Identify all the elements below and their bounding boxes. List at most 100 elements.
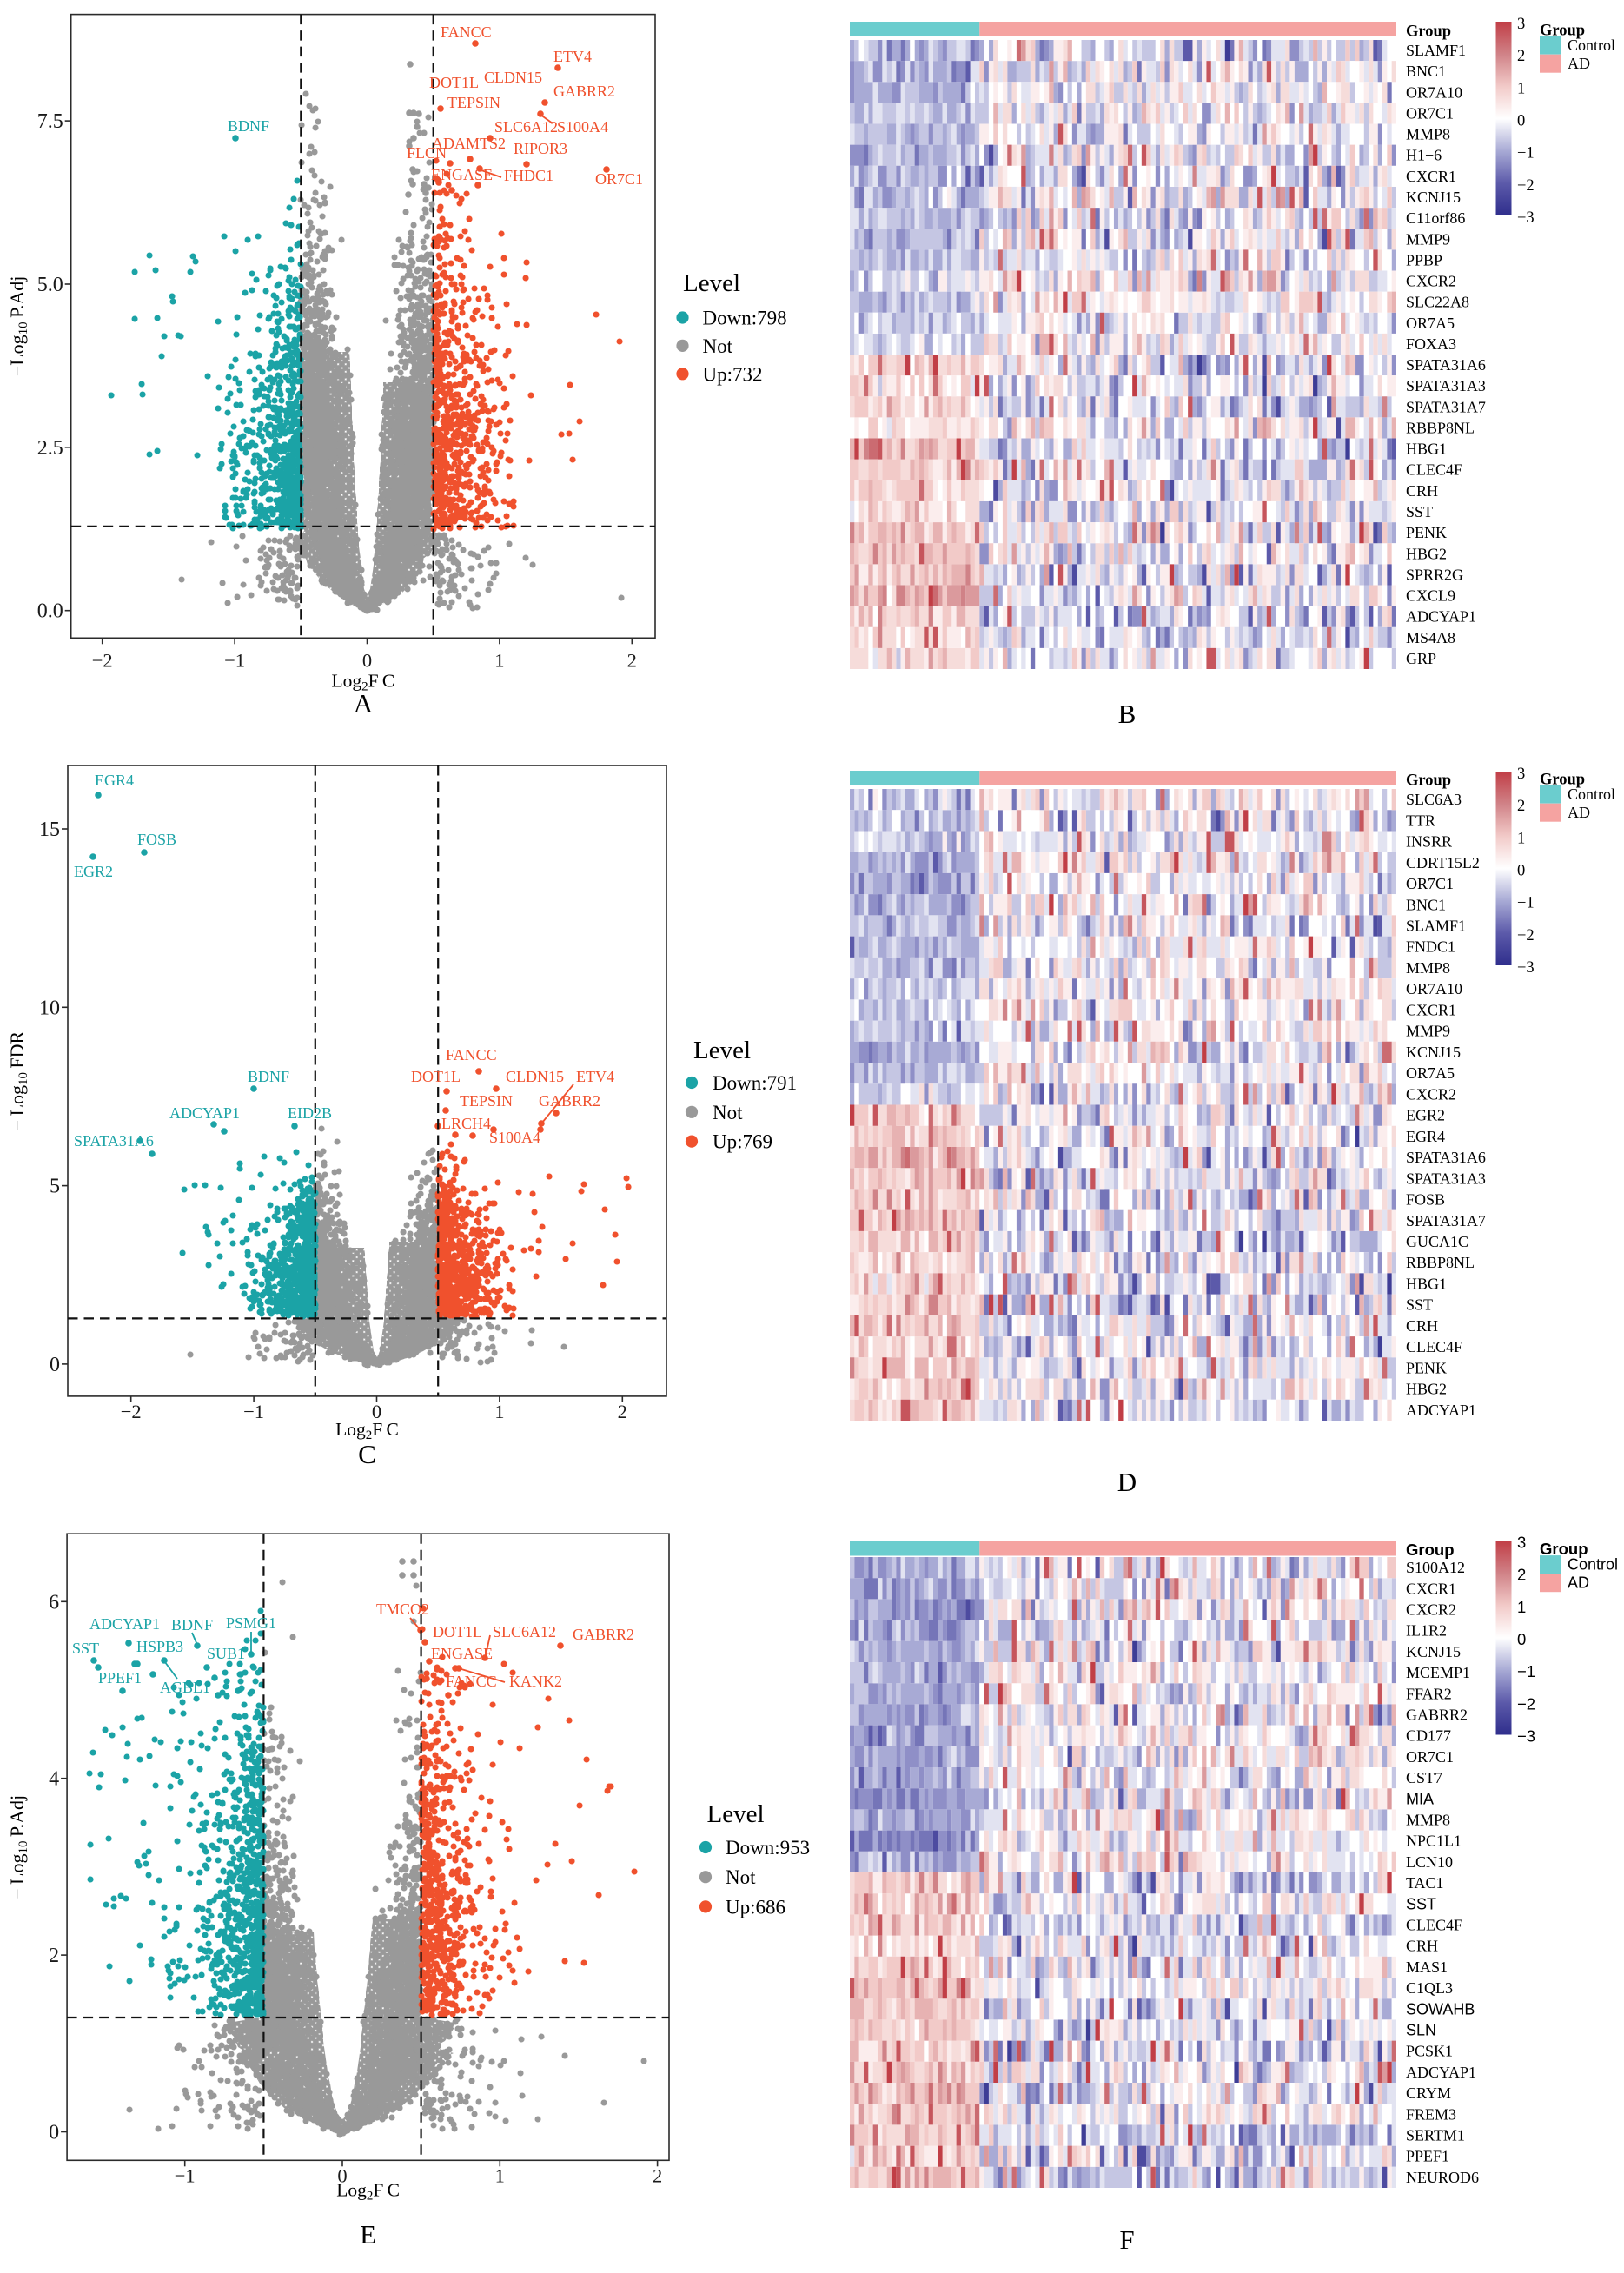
svg-text:SLC22A8: SLC22A8 xyxy=(1406,294,1469,311)
svg-text:FANCC: FANCC xyxy=(441,23,492,41)
svg-text:FFAR2: FFAR2 xyxy=(1406,1685,1452,1702)
svg-text:PPEF1: PPEF1 xyxy=(1406,2148,1449,2165)
svg-text:SPATA31A6: SPATA31A6 xyxy=(74,1132,154,1150)
svg-text:CXCR1: CXCR1 xyxy=(1406,1001,1456,1018)
svg-text:1: 1 xyxy=(1517,1598,1526,1616)
svg-text:OR7A10: OR7A10 xyxy=(1406,980,1462,997)
svg-text:15: 15 xyxy=(39,818,60,841)
svg-text:Group: Group xyxy=(1406,772,1451,790)
svg-text:ADCYAP1: ADCYAP1 xyxy=(1406,2064,1476,2081)
svg-text:−2: −2 xyxy=(1517,177,1535,195)
svg-text:SLN: SLN xyxy=(1406,2022,1436,2039)
svg-text:−2: −2 xyxy=(1517,1694,1535,1713)
svg-text:Not: Not xyxy=(703,335,733,357)
svg-text:10: 10 xyxy=(39,997,60,1019)
svg-text:0: 0 xyxy=(362,649,372,671)
svg-text:FREM3: FREM3 xyxy=(1406,2105,1456,2123)
svg-text:ADAMTS2: ADAMTS2 xyxy=(432,135,506,152)
svg-text:GABRR2: GABRR2 xyxy=(573,1626,634,1643)
svg-text:S100A4: S100A4 xyxy=(489,1129,540,1146)
svg-text:5.0: 5.0 xyxy=(37,274,63,296)
svg-text:AGBL1: AGBL1 xyxy=(160,1679,210,1696)
svg-text:−2: −2 xyxy=(121,1401,142,1422)
svg-text:5: 5 xyxy=(50,1176,60,1198)
svg-text:CXCR1: CXCR1 xyxy=(1406,168,1456,185)
svg-text:GABRR2: GABRR2 xyxy=(1406,1706,1468,1724)
svg-text:CXCR1: CXCR1 xyxy=(1406,1580,1456,1597)
svg-text:CXCL9: CXCL9 xyxy=(1406,587,1455,605)
svg-text:0: 0 xyxy=(1517,863,1525,880)
svg-text:OR7C1: OR7C1 xyxy=(595,170,643,188)
svg-text:SLC6A12: SLC6A12 xyxy=(494,118,558,136)
svg-text:KCNJ15: KCNJ15 xyxy=(1406,189,1461,206)
svg-text:2: 2 xyxy=(618,1401,627,1422)
svg-text:RIPOR3: RIPOR3 xyxy=(514,140,567,157)
svg-text:2: 2 xyxy=(1517,48,1525,65)
svg-text:2: 2 xyxy=(627,649,637,671)
svg-text:CXCR2: CXCR2 xyxy=(1406,1601,1456,1619)
svg-text:SPRR2G: SPRR2G xyxy=(1406,566,1463,583)
svg-text:AD: AD xyxy=(1568,804,1590,821)
svg-text:SST: SST xyxy=(1406,1895,1436,1912)
svg-text:2: 2 xyxy=(49,1945,59,1967)
svg-text:CDRT15L2: CDRT15L2 xyxy=(1406,854,1480,871)
svg-text:HSPB3: HSPB3 xyxy=(136,1638,183,1655)
svg-text:3: 3 xyxy=(1517,765,1525,783)
svg-text:CLEC4F: CLEC4F xyxy=(1406,1338,1462,1355)
svg-text:C: C xyxy=(358,1439,376,1469)
svg-text:Group: Group xyxy=(1540,1540,1588,1558)
svg-text:2: 2 xyxy=(653,2164,662,2186)
svg-text:OR7A5: OR7A5 xyxy=(1406,1064,1455,1082)
svg-text:INSRR: INSRR xyxy=(1406,833,1452,851)
svg-text:HBG1: HBG1 xyxy=(1406,441,1447,458)
svg-text:OR7C1: OR7C1 xyxy=(1406,105,1454,123)
svg-text:TMCO2: TMCO2 xyxy=(376,1600,429,1618)
svg-text:ETV4: ETV4 xyxy=(553,48,592,65)
svg-text:CXCR2: CXCR2 xyxy=(1406,1085,1456,1103)
svg-text:AD: AD xyxy=(1568,55,1590,72)
svg-text:RBBP8NL: RBBP8NL xyxy=(1406,420,1475,437)
svg-text:CD177: CD177 xyxy=(1406,1727,1451,1745)
svg-text:−1: −1 xyxy=(1517,145,1535,162)
svg-text:IL1R2: IL1R2 xyxy=(1406,1622,1447,1640)
svg-text:−2: −2 xyxy=(92,649,113,671)
svg-text:4: 4 xyxy=(49,1768,59,1791)
svg-text:SST: SST xyxy=(1406,503,1433,520)
svg-text:ADCYAP1: ADCYAP1 xyxy=(169,1104,240,1122)
svg-text:SPATA31A6: SPATA31A6 xyxy=(1406,356,1486,374)
svg-text:SPATA31A3: SPATA31A3 xyxy=(1406,1170,1486,1187)
svg-text:HBG2: HBG2 xyxy=(1406,1381,1447,1398)
svg-text:Group: Group xyxy=(1540,23,1585,40)
svg-text:TAC1: TAC1 xyxy=(1406,1874,1444,1892)
svg-text:Level: Level xyxy=(693,1037,751,1064)
svg-text:SLC6A3: SLC6A3 xyxy=(1406,791,1462,808)
svg-text:FOSB: FOSB xyxy=(137,831,176,848)
svg-text:C11orf86: C11orf86 xyxy=(1406,209,1465,227)
svg-text:3: 3 xyxy=(1517,1534,1526,1552)
svg-text:SLC6A12: SLC6A12 xyxy=(493,1623,556,1640)
svg-text:CLDN15: CLDN15 xyxy=(506,1068,564,1085)
svg-text:NPC1L1: NPC1L1 xyxy=(1406,1832,1462,1850)
svg-text:EGR4: EGR4 xyxy=(1406,1128,1445,1145)
svg-text:0: 0 xyxy=(1517,1630,1526,1648)
svg-text:PPBP: PPBP xyxy=(1406,251,1442,268)
svg-text:CRYM: CRYM xyxy=(1406,2084,1451,2102)
svg-text:Down:798: Down:798 xyxy=(703,308,787,329)
svg-text:DOT1L: DOT1L xyxy=(429,74,479,91)
svg-text:1: 1 xyxy=(494,649,504,671)
svg-text:Control: Control xyxy=(1568,785,1615,803)
svg-text:FOXA3: FOXA3 xyxy=(1406,335,1456,353)
svg-text:3: 3 xyxy=(1517,16,1525,33)
svg-text:BDNF: BDNF xyxy=(171,1616,213,1634)
svg-text:Up:686: Up:686 xyxy=(726,1896,785,1918)
svg-text:−3: −3 xyxy=(1517,1727,1535,1746)
svg-text:CLEC4F: CLEC4F xyxy=(1406,1917,1462,1934)
svg-text:MAS1: MAS1 xyxy=(1406,1958,1448,1976)
svg-text:FHDC1: FHDC1 xyxy=(504,167,553,184)
svg-text:−1: −1 xyxy=(175,2164,196,2186)
svg-text:E: E xyxy=(360,2219,376,2250)
svg-text:F: F xyxy=(1119,2224,1134,2255)
svg-text:MMP9: MMP9 xyxy=(1406,1023,1450,1040)
svg-text:D: D xyxy=(1117,1467,1137,1497)
svg-text:CLDN15: CLDN15 xyxy=(484,69,542,86)
